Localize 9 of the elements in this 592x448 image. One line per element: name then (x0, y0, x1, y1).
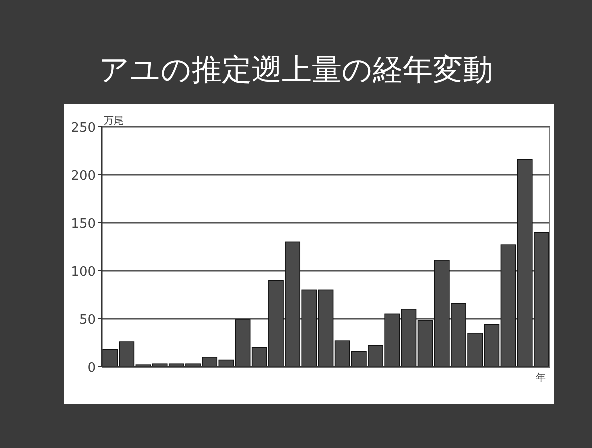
y-tick-label: 250 (71, 121, 96, 136)
y-axis-title: 万尾 (104, 116, 124, 127)
chart-title: アユの推定遡上量の経年変動 (99, 53, 493, 88)
y-tick-label: 150 (71, 217, 96, 232)
y-tick-label: 100 (71, 265, 96, 280)
y-tick-label: 200 (71, 169, 96, 184)
y-tick-label: 50 (79, 313, 96, 328)
y-tick-label: 0 (88, 361, 96, 376)
x-axis-title: 年 (536, 372, 546, 384)
